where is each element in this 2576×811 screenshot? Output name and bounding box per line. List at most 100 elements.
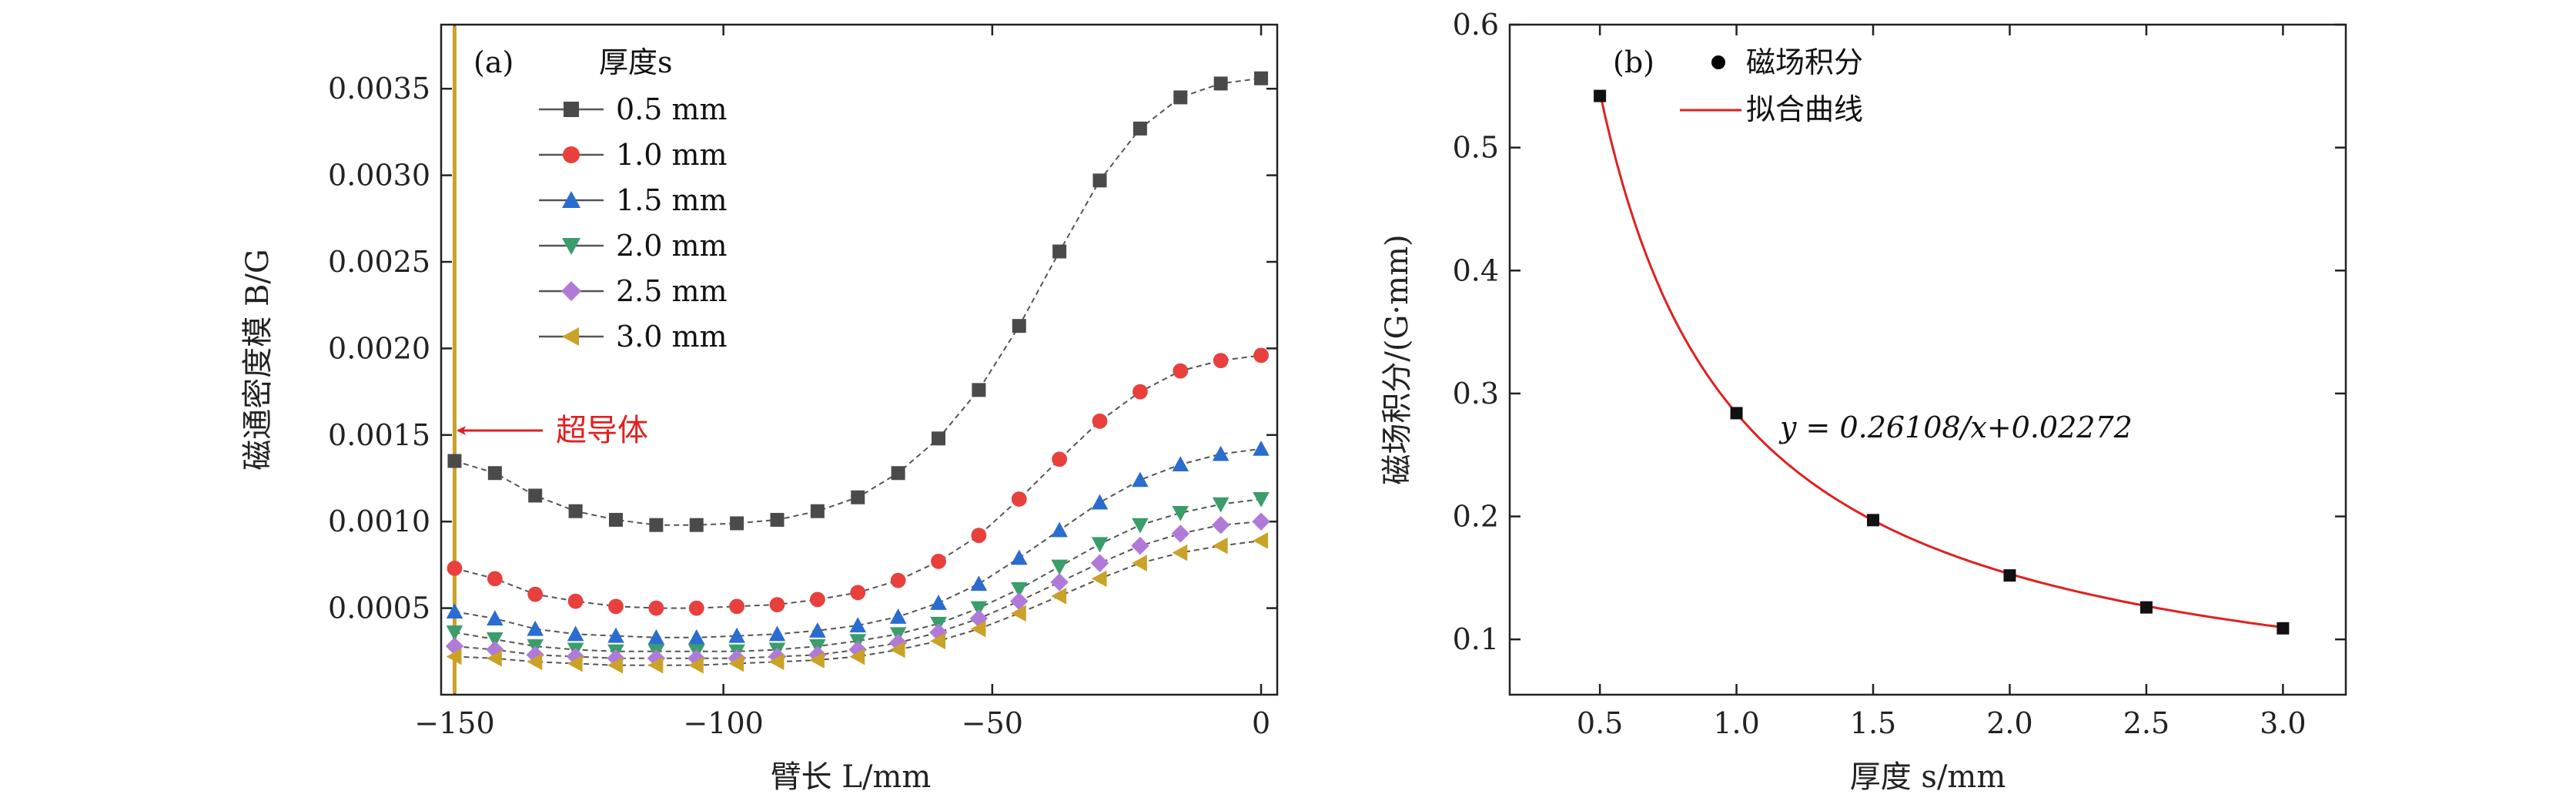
legend-label: 2.5 mm — [616, 274, 728, 308]
legend-marker — [563, 146, 580, 163]
x-tick-label: −150 — [414, 706, 494, 740]
data-point — [891, 466, 905, 481]
data-point — [851, 490, 865, 504]
y-tick-label: 0.6 — [1453, 8, 1499, 42]
data-point — [445, 637, 464, 655]
data-point — [647, 629, 665, 645]
data-point — [930, 595, 947, 610]
data-point — [849, 648, 865, 665]
data-point — [1052, 244, 1067, 259]
y-tick-label: 0.0015 — [328, 418, 430, 452]
x-tick-label: 2.5 — [2123, 706, 2170, 740]
data-point — [970, 601, 988, 617]
data-point — [889, 641, 905, 659]
data-point — [688, 600, 704, 616]
y-tick-label: 0.2 — [1453, 500, 1499, 534]
data-point — [770, 512, 785, 527]
data-point — [607, 627, 624, 643]
y-tick-label: 0.0035 — [328, 72, 430, 106]
data-point — [447, 454, 462, 468]
data-point — [1132, 555, 1147, 571]
legend-marker — [561, 281, 581, 301]
data-point — [729, 598, 745, 615]
fit-curve — [1598, 92, 2283, 629]
data-point — [1171, 524, 1189, 543]
legend-marker-field-integral — [1711, 55, 1725, 69]
data-point — [1051, 521, 1068, 538]
data-point — [890, 572, 906, 588]
data-point — [1253, 347, 1269, 364]
data-point — [730, 516, 744, 531]
data-point — [809, 652, 825, 669]
data-point — [607, 656, 623, 674]
data-point — [1010, 591, 1029, 611]
panel-a-frame — [440, 23, 1279, 696]
data-point — [1132, 518, 1149, 534]
data-point — [687, 656, 704, 674]
data-point — [1867, 514, 1880, 527]
data-point — [1252, 512, 1270, 531]
data-point — [969, 609, 989, 628]
data-point — [647, 649, 666, 668]
data-point — [528, 488, 543, 503]
data-point — [1213, 76, 1228, 91]
data-point — [768, 625, 786, 642]
data-point — [1212, 537, 1228, 555]
data-point — [1051, 588, 1067, 605]
data-point — [1730, 407, 1743, 420]
x-tick-label: 1.5 — [1850, 706, 1896, 740]
data-point — [1132, 121, 1147, 136]
data-point — [849, 617, 867, 633]
legend-label: 1.0 mm — [616, 138, 728, 172]
data-point — [1050, 573, 1069, 591]
data-point — [1010, 581, 1028, 598]
superconductor-annotation: 超导体 — [556, 413, 648, 448]
data-point — [487, 571, 503, 587]
panel-a-series — [445, 71, 1270, 674]
data-point — [527, 586, 544, 602]
data-point — [1090, 554, 1109, 572]
fit-equation: y = 0.26108/x+0.02272 — [1778, 411, 2133, 444]
y-tick-label: 0.0020 — [328, 331, 430, 365]
data-point — [1212, 445, 1229, 461]
panel-a: 0.0005 0.0010 0.0015 0.0020 0.0025 0.0030 0.00… — [240, 23, 1279, 795]
x-tick-label: 2.0 — [1986, 706, 2032, 740]
data-point — [889, 608, 907, 624]
legend-label-field-integral: 磁场积分 — [1746, 45, 1863, 79]
data-point — [728, 655, 744, 672]
data-point — [689, 518, 704, 532]
x-tick-label: 3.0 — [2260, 706, 2306, 740]
x-tick-label: −50 — [962, 706, 1023, 740]
data-point — [1092, 173, 1107, 188]
data-point — [1131, 536, 1149, 555]
data-point — [930, 632, 946, 650]
panel-a-y-ticks: 0.0005 0.0010 0.0015 0.0020 0.0025 0.0030 0.00… — [328, 72, 1277, 625]
data-point — [929, 623, 948, 642]
y-tick-label: 0.4 — [1453, 253, 1499, 287]
data-point — [649, 518, 664, 532]
series-line — [454, 498, 1262, 652]
panel-a-x-axis-title: 臂长 L/mm — [771, 759, 932, 795]
data-point — [567, 625, 584, 642]
panel-b-y-axis-title: 磁场积分/(G·mm) — [1380, 234, 1415, 484]
data-point — [888, 633, 908, 652]
data-point — [1091, 570, 1107, 588]
data-point — [728, 627, 745, 643]
data-point — [931, 553, 946, 569]
x-tick-label: 1.0 — [1713, 706, 1759, 740]
data-point — [607, 649, 625, 668]
legend-marker — [562, 191, 580, 208]
y-tick-label: 0.0025 — [328, 245, 430, 279]
data-point — [1132, 384, 1148, 400]
data-point — [1010, 605, 1026, 622]
data-point — [971, 528, 987, 544]
data-point — [2139, 601, 2153, 614]
data-point — [850, 585, 866, 601]
data-point — [687, 629, 705, 645]
data-point — [608, 512, 623, 527]
legend-marker — [562, 327, 579, 346]
legend-label: 1.5 mm — [616, 183, 728, 217]
data-point — [1253, 491, 1270, 508]
data-point — [769, 597, 785, 613]
data-point — [567, 655, 583, 672]
